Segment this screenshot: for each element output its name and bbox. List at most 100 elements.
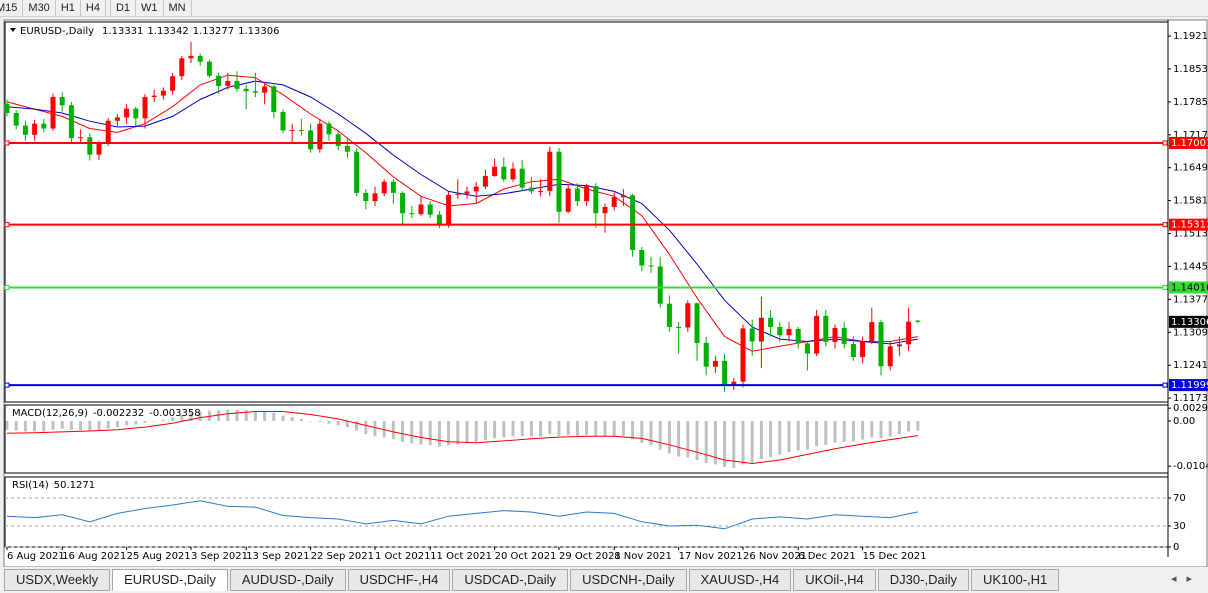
candle-body [758,317,764,342]
candle-body [676,326,682,328]
candle-body [786,328,792,336]
candle-body [602,206,608,214]
macd-bar [539,421,543,437]
macd-bar [336,421,340,426]
macd-bar [824,421,828,445]
level-label: 1.15313 [1171,220,1208,231]
macd-bar [842,421,846,442]
macd-bar [391,421,395,440]
candle-body [197,55,203,62]
macd-bar [704,421,708,464]
chart-tab[interactable]: UKOil-,H4 [793,569,876,591]
macd-bar [769,421,773,457]
candle-body [547,151,553,191]
macd-bar [244,410,248,422]
chart-tab[interactable]: DJ30-,Daily [877,569,969,591]
chart-tab[interactable]: XAUUSD-,H4 [688,569,792,591]
chart-title: EURUSD-,Daily [20,26,94,37]
macd-bar [115,421,119,428]
macd-bar [253,410,257,422]
y-tick-label: 1.11730 [1173,393,1208,404]
macd-bar [79,421,83,431]
macd-bar [318,421,322,422]
level-anchor [4,284,10,290]
candle-body [593,186,599,214]
indicator-title: RSI(14) [12,480,49,491]
candle-body [878,322,884,367]
chart-tab[interactable]: AUDUSD-,Daily [229,569,346,591]
timeframe-toolbar: M15M30H1H4D1W1MN [0,0,1208,17]
y-tick-label: 1.18530 [1173,64,1208,75]
candle-body [418,204,424,215]
macd-bar [456,421,460,445]
timeframe-button[interactable]: M30 [23,0,56,16]
candle-body [565,188,571,212]
chart-tab[interactable]: USDCNH-,Daily [570,569,687,591]
candle-body [354,151,360,193]
macd-bar [299,418,303,422]
macd-bar [805,421,809,450]
macd-bar [529,421,533,437]
macd-bar [217,410,221,422]
chart-tab[interactable]: USDX,Weekly [4,569,111,591]
macd-bar [759,421,763,460]
level-label-box [1169,136,1208,149]
y-tick-label: 0 [1173,542,1179,553]
chart-tab[interactable]: EURUSD-,Daily [112,569,228,591]
timeframe-button[interactable]: M15 [0,0,24,16]
ohlc-open: 1.13331 [102,26,143,37]
y-tick-label: 0.00 [1173,416,1195,427]
y-tick-label: -0.01042 [1173,461,1208,472]
macd-bar [649,421,653,446]
macd-bar [272,412,276,422]
candle-body [50,97,56,129]
chart-tab[interactable]: USDCHF-,H4 [347,569,451,591]
level-label-box [1169,218,1208,231]
macd-bar [42,421,46,432]
candle-body [151,95,157,98]
chart-tab[interactable]: USDCAD-,Daily [452,569,569,591]
macd-bar [33,421,37,432]
level-anchor [4,382,10,388]
chart-tab[interactable]: UK100-,H1 [970,569,1060,591]
level-anchor [4,222,10,228]
candle-body [823,315,829,342]
candle-body [13,113,19,126]
candle-body [4,103,10,114]
candle-body [22,125,28,135]
macd-bar [796,421,800,451]
level-anchor [1162,140,1168,146]
candle-body [133,108,139,119]
candle-body [574,188,580,202]
timeframe-button[interactable]: W1 [136,0,164,16]
x-tick-label: 22 Sep 2021 [311,551,374,562]
candle-body [446,194,452,226]
candle-body [906,321,912,345]
y-tick-label: 70 [1173,493,1186,504]
y-tick-label: 30 [1173,521,1186,532]
candle-body [188,55,194,59]
y-tick-label: 1.13090 [1173,327,1208,338]
timeframe-button[interactable]: D1 [109,0,136,16]
macd-bar [493,421,497,439]
candle-body [436,214,442,226]
y-tick-label: 1.16490 [1173,163,1208,174]
candle-body [400,192,406,214]
candle-body [584,186,590,202]
y-tick-label: 1.13770 [1173,294,1208,305]
timeframe-button[interactable]: H1 [56,0,81,16]
candle-body [280,112,286,131]
macd-bar [851,421,855,442]
level-label: 1.11999 [1171,380,1208,391]
macd-bar [520,421,524,437]
x-tick-label: 6 Aug 2021 [7,551,65,562]
macd-bar [677,421,681,457]
macd-bar [870,421,874,438]
candle-body [87,137,93,155]
tab-scroll[interactable]: ◂▸ [1170,573,1202,585]
timeframe-button[interactable]: MN [164,0,192,16]
macd-bar [226,409,230,422]
x-tick-label: 11 Oct 2021 [430,551,492,562]
timeframe-button[interactable]: H4 [81,0,106,16]
